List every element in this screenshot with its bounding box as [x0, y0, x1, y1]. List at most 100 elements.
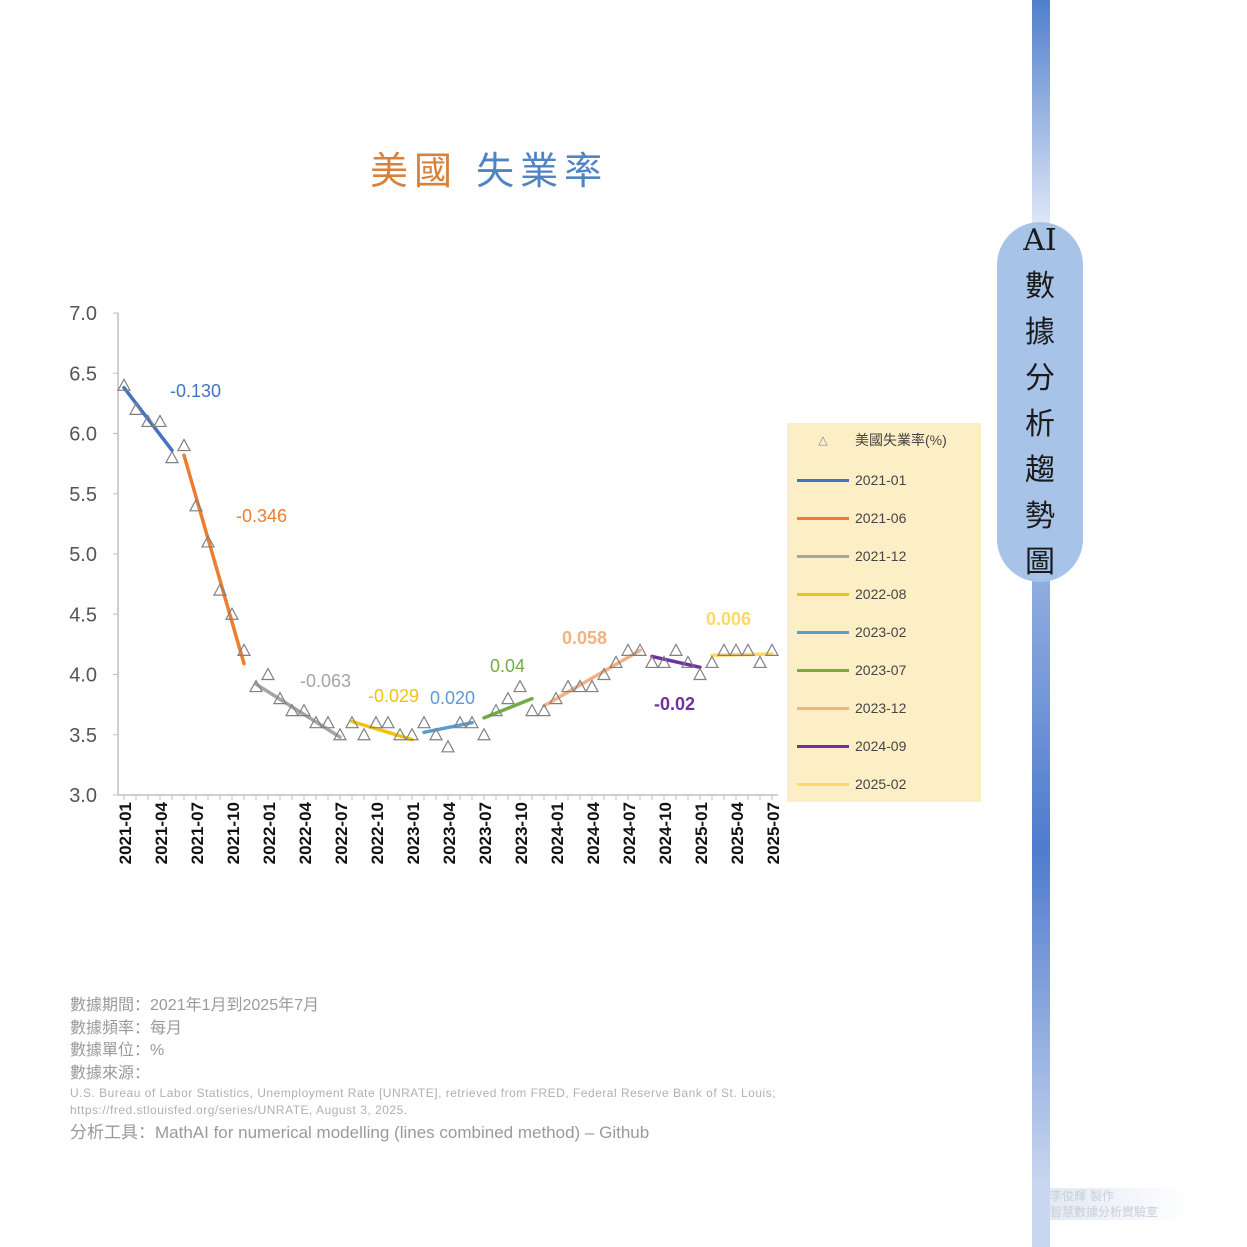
legend-label: 2023-02	[855, 624, 907, 640]
data-point	[608, 655, 624, 669]
trend-line-2021-12	[254, 682, 342, 739]
x-tick-label: 2021-07	[188, 802, 207, 864]
side-label-char: 據	[1025, 315, 1055, 350]
data-point	[692, 667, 708, 681]
note-source-line-2: https://fred.stlouisfed.org/series/UNRAT…	[70, 1103, 408, 1117]
note-frequency: 數據頻率：每月	[70, 1019, 183, 1037]
legend-swatch	[797, 516, 849, 520]
legend-label: 2024-09	[855, 738, 907, 754]
legend-item-2021-06: 2021-06	[787, 508, 981, 528]
legend-swatch	[797, 478, 849, 482]
credit-line-1: 李俊輝 製作	[1050, 1189, 1114, 1203]
x-tick-label: 2023-10	[512, 802, 531, 864]
data-point	[272, 691, 288, 705]
legend-item-2021-12: 2021-12	[787, 546, 981, 566]
data-point	[728, 643, 744, 657]
data-point	[632, 643, 648, 657]
x-tick-label: 2023-07	[476, 802, 495, 864]
data-point	[284, 703, 300, 717]
credit-line-2: 智慧數據分析實驗室	[1050, 1205, 1159, 1219]
data-point	[752, 655, 768, 669]
data-point	[392, 727, 408, 741]
trend-line-2023-07	[482, 696, 534, 720]
x-tick-label: 2022-01	[260, 802, 279, 864]
data-point	[452, 715, 468, 729]
chart-title: 美國 失業率	[370, 140, 608, 195]
x-tick-label: 2024-07	[620, 802, 639, 864]
note-period: 數據期間：2021年1月到2025年7月	[70, 997, 319, 1014]
data-point	[476, 727, 492, 741]
legend-item-2025-02: 2025-02	[787, 774, 981, 794]
data-point	[368, 715, 384, 729]
chart-legend: △ 美國失業率(%) 2021-01 2021-06 2021-12 2022-08 202…	[787, 423, 981, 802]
data-point	[404, 727, 420, 741]
y-tick-label: 3.5	[69, 725, 97, 747]
legend-item-2023-07: 2023-07	[787, 660, 981, 680]
legend-swatch	[797, 782, 849, 786]
legend-label: 美國失業率(%)	[855, 432, 947, 448]
x-tick-label: 2021-01	[116, 802, 135, 864]
legend-swatch	[797, 592, 849, 596]
x-tick-label: 2021-04	[152, 801, 171, 864]
y-tick-label: 4.5	[69, 604, 97, 626]
data-point	[128, 402, 144, 415]
legend-item-2023-12: 2023-12	[787, 698, 981, 718]
data-point	[320, 715, 336, 729]
data-point	[716, 643, 732, 657]
x-tick-label: 2024-01	[548, 802, 567, 864]
data-point	[440, 739, 456, 753]
trend-line-2021-01	[122, 385, 174, 453]
slope-label: -0.029	[368, 686, 419, 706]
legend-item-2021-01: 2021-01	[787, 470, 981, 490]
x-tick-label: 2022-10	[368, 802, 387, 864]
y-tick-label: 7.0	[69, 303, 97, 325]
data-point	[152, 414, 168, 428]
data-point	[224, 606, 240, 620]
legend-item-2024-09: 2024-09	[787, 736, 981, 756]
data-point	[560, 679, 576, 693]
data-point	[704, 655, 720, 669]
data-point	[236, 643, 252, 657]
title-part-1: 美國	[370, 149, 459, 193]
x-tick-label: 2025-07	[764, 802, 783, 864]
slope-label: 0.058	[562, 628, 607, 648]
legend-label: 2021-06	[855, 510, 907, 526]
trend-line-2024-09	[650, 654, 702, 670]
legend-item-2022-08: 2022-08	[787, 584, 981, 604]
side-label-char: 析	[1025, 407, 1055, 442]
trend-line-2022-08	[350, 719, 414, 742]
data-point	[308, 715, 324, 729]
slope-label: 0.020	[430, 688, 475, 708]
data-point	[176, 438, 192, 452]
side-label-char: 數	[1025, 269, 1055, 304]
slope-label: -0.02	[654, 694, 695, 714]
data-point	[536, 703, 552, 717]
trend-line-2023-12	[542, 648, 642, 708]
legend-label: 2025-02	[855, 776, 907, 792]
note-source-line-1: U.S. Bureau of Labor Statistics, Unemplo…	[70, 1086, 777, 1100]
data-point	[380, 715, 396, 729]
side-label-char: AI	[1023, 223, 1057, 258]
data-point	[644, 655, 660, 669]
data-point	[464, 715, 480, 729]
data-point	[764, 643, 780, 657]
legend-label: 2021-01	[855, 472, 907, 488]
data-point	[248, 679, 264, 693]
legend-item-scatter: △ 美國失業率(%)	[787, 430, 981, 450]
data-point	[212, 582, 228, 596]
legend-swatch	[797, 706, 849, 710]
data-point	[332, 727, 348, 741]
legend-swatch	[797, 630, 849, 634]
data-point	[620, 643, 636, 657]
legend-label: 2021-12	[855, 548, 907, 564]
legend-item-2023-02: 2023-02	[787, 622, 981, 642]
title-part-2: 失業率	[476, 149, 609, 193]
triangle-marker-icon: △	[818, 433, 828, 447]
slope-label: -0.063	[300, 671, 351, 691]
data-point	[200, 534, 216, 548]
side-label-char: 圖	[1025, 545, 1055, 580]
legend-swatch	[797, 668, 849, 672]
legend-label: 2023-07	[855, 662, 907, 678]
y-tick-label: 4.0	[69, 665, 97, 687]
note-tool: 分析工具：MathAI for numerical modelling (lin…	[70, 1123, 650, 1142]
